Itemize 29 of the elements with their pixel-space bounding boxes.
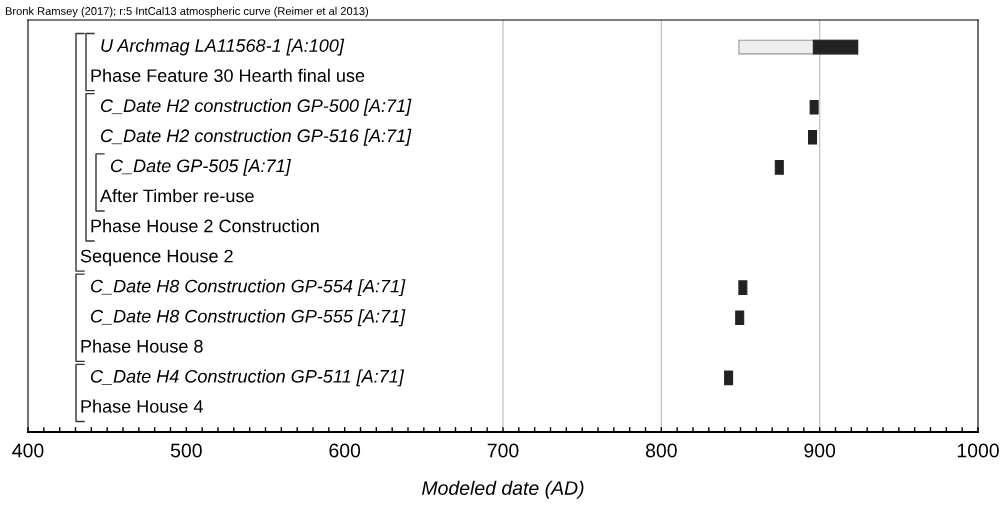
y-tick-label: Phase House 2 Construction [91,219,319,233]
bar [724,370,734,386]
x-tick-label: 1000 [957,443,999,458]
y-tick-label: Phase Feature 30 Hearth final use [91,68,365,82]
y-tick-label: C_Date H4 Construction GP-511 [A:71] [91,369,405,387]
x-axis-title: Modeled date (AD) [422,480,584,499]
bar [735,310,745,326]
bar [738,280,748,295]
y-tick-label: C_Date H8 Construction GP-555 [A:71] [91,309,406,327]
x-tick-label: 800 [645,443,677,458]
x-tick-label: 500 [170,443,202,458]
y-tick-label: C_Date H2 construction GP-500 [A:71] [101,98,412,116]
x-tick-label: 900 [804,443,836,458]
y-tick-label: U Archmag LA11568-1 [A:100] [101,38,345,56]
bar [812,39,859,55]
x-tick-label: 700 [487,443,519,458]
y-tick-label: After Timber re-use [100,189,254,203]
bar [774,160,784,175]
y-tick-label: Phase House 8 [81,339,203,353]
bar [809,99,819,115]
chart-title: Bronk Ramsey (2017); r:5 IntCal13 atmospheric curve (Reimer et al 2013) [5,6,369,18]
y-tick-label: C_Date GP-505 [A:71] [111,158,291,176]
y-tick-label: Sequence House 2 [80,249,233,266]
x-tick-label: 400 [12,443,44,458]
y-tick-label: Phase House 4 [81,399,203,413]
y-tick-label: C_Date H8 Construction GP-554 [A:71] [91,279,406,297]
x-tick-label: 600 [329,443,361,458]
bar [808,129,818,145]
y-tick-label: C_Date H2 construction GP-516 [A:71] [101,128,412,146]
